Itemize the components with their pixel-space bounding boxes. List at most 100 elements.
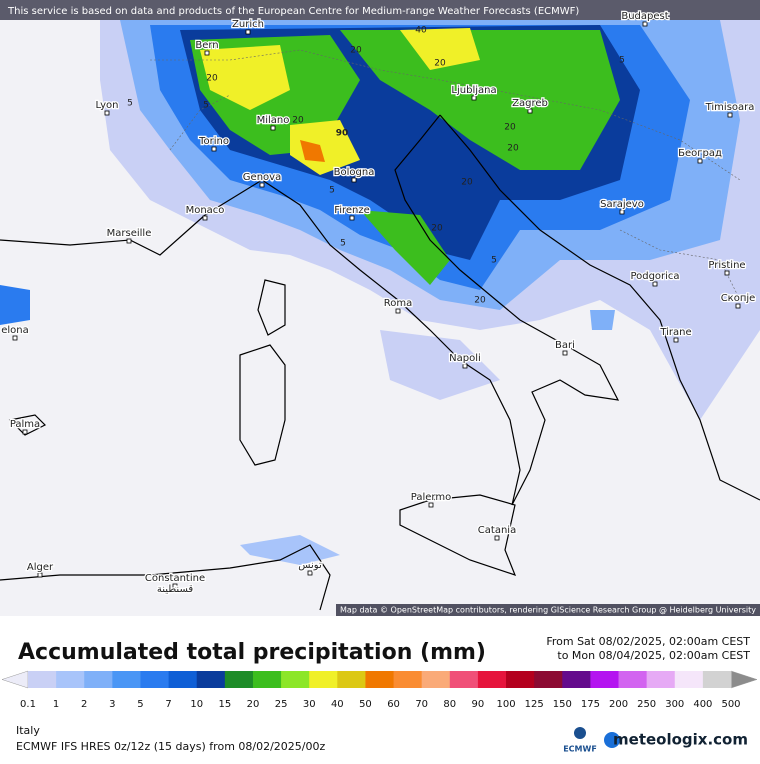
brand[interactable]: meteologix.com — [613, 731, 748, 749]
city-label: Genova — [243, 172, 281, 183]
contour-label: 20 — [431, 224, 443, 234]
city-label: Sarajevo — [600, 199, 644, 210]
city-label: Timisoara — [705, 102, 755, 113]
date-to: to Mon 08/04/2025, 02:00am CEST — [557, 649, 750, 662]
city-label: Ljubljana — [451, 85, 496, 96]
attribution-bg — [336, 604, 760, 616]
city-marker — [245, 29, 251, 35]
ecmwf-text: ECMWF — [563, 745, 597, 754]
city-label: Budapest — [621, 11, 668, 22]
city-marker — [562, 350, 568, 356]
legend-swatch — [112, 671, 141, 688]
city-marker — [270, 125, 276, 131]
contour-label: 20 — [504, 123, 516, 133]
city-label: Bern — [195, 40, 218, 51]
legend-swatch — [365, 671, 395, 688]
legend-tick-label: 100 — [496, 699, 515, 710]
legend-tick-label: 7 — [165, 699, 171, 710]
contour-label: 20 — [350, 46, 362, 56]
city-label: Roma — [384, 298, 413, 309]
banner-bg — [0, 0, 760, 20]
city-marker — [652, 281, 658, 287]
legend-tick-label: 175 — [581, 699, 600, 710]
city-label: Monaco — [186, 205, 225, 216]
city-marker — [37, 572, 43, 578]
date-from: From Sat 08/02/2025, 02:00am CEST — [546, 635, 750, 648]
city-label: elona — [1, 325, 29, 336]
city-marker — [172, 583, 178, 589]
legend-swatch — [534, 671, 563, 688]
legend-tick-label: 30 — [303, 699, 316, 710]
banner: This service is based on data and produc… — [7, 6, 579, 17]
legend-swatch — [618, 671, 648, 688]
contour-label: 20 — [461, 178, 473, 188]
city-label: Firenze — [334, 205, 370, 216]
legend-swatch — [674, 671, 704, 688]
legend-swatch — [393, 671, 423, 688]
legend-swatch — [309, 671, 338, 688]
city-marker — [12, 335, 18, 341]
city-label: Zurich — [232, 19, 264, 30]
legend-tick-label: 2 — [81, 699, 87, 710]
precipitation-field — [0, 20, 760, 565]
legend-swatch — [281, 671, 310, 688]
legend-swatch — [28, 671, 57, 688]
contour-label: 20 — [206, 74, 218, 84]
city-marker — [351, 177, 357, 183]
legend-tick-label: 0.1 — [20, 699, 36, 710]
legend-tick-label: 10 — [190, 699, 203, 710]
city-label: Podgorica — [630, 271, 679, 282]
city-label: Milano — [257, 115, 290, 126]
legend-tick-label: 15 — [218, 699, 231, 710]
legend-swatch — [590, 671, 620, 688]
legend-swatch — [702, 671, 732, 688]
city-label: Torino — [198, 136, 229, 147]
contour-label: 20 — [292, 116, 304, 126]
city-marker — [697, 158, 703, 164]
model-info: ECMWF IFS HRES 0z/12z (15 days) from 08/… — [16, 740, 326, 753]
city-marker — [527, 108, 533, 114]
legend-swatch — [421, 671, 451, 688]
legend-swatch — [646, 671, 676, 688]
contour-label: 90 — [336, 129, 349, 139]
borders — [150, 49, 741, 301]
legend-swatch — [140, 671, 170, 688]
brand-logo — [604, 732, 620, 748]
city-label: Alger — [27, 562, 54, 573]
city-marker — [727, 112, 733, 118]
city-marker — [462, 363, 468, 369]
city-marker — [673, 337, 679, 343]
contour-label: 5 — [491, 256, 497, 266]
city-marker — [22, 429, 28, 435]
city-label: Palermo — [411, 492, 451, 503]
city-marker — [395, 308, 401, 314]
legend-high — [730, 670, 758, 689]
city-label: Tirane — [659, 327, 691, 338]
city-label: Bologna — [334, 167, 375, 178]
city-label: Palma — [10, 419, 40, 430]
region: Italy — [16, 724, 40, 737]
contour-label: 5 — [340, 239, 346, 249]
legend-tick-label: 200 — [609, 699, 628, 710]
city-label: Скопје — [721, 292, 756, 304]
legend-title: Accumulated total precipitation (mm) — [18, 640, 486, 665]
city-marker — [724, 270, 730, 276]
city-label: Pristine — [708, 260, 745, 271]
city-marker — [307, 570, 313, 576]
contour-label: 5 — [329, 186, 335, 196]
city-label: Београд — [678, 148, 722, 159]
legend-swatch — [224, 671, 254, 688]
contour-label: 20 — [474, 296, 486, 306]
city-marker — [619, 209, 625, 215]
legend-tick-label: 25 — [275, 699, 288, 710]
city-label: Constantine — [145, 573, 205, 584]
legend-tick-label: 250 — [637, 699, 656, 710]
legend-swatch — [84, 671, 113, 688]
city-marker — [471, 95, 477, 101]
contour-label: 20 — [507, 144, 519, 154]
city-marker — [211, 146, 217, 152]
legend-swatch — [477, 671, 507, 688]
city-label: Napoli — [449, 353, 481, 364]
